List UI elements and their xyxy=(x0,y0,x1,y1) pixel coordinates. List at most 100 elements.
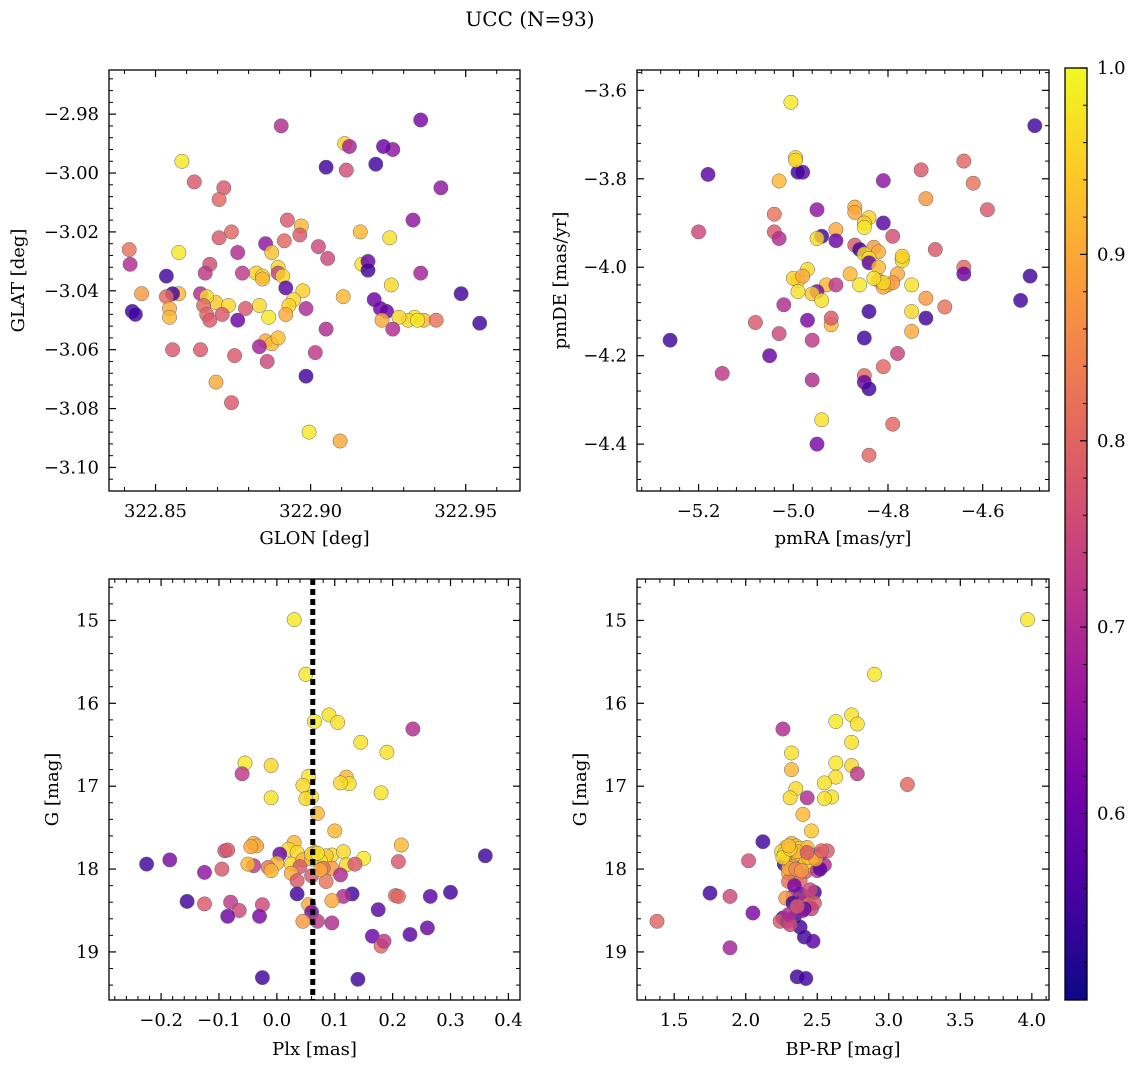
data-point xyxy=(781,838,797,854)
data-point xyxy=(1020,612,1035,628)
x-axis-label: BP-RP [mag] xyxy=(785,1039,900,1060)
axes-frame xyxy=(108,69,521,492)
data-point xyxy=(1022,268,1038,284)
y-tick-label: 18 xyxy=(604,859,627,880)
data-point xyxy=(301,424,317,440)
points-layer xyxy=(662,94,1043,463)
axes-frame xyxy=(108,578,521,1001)
y-tick-label: −3.06 xyxy=(44,340,99,361)
data-point xyxy=(927,242,943,257)
ticks-layer: 1.5 2.0 2.5 3.0 3.5 4.0 15 16 17 18 19 xyxy=(604,579,1049,1031)
data-point xyxy=(422,888,438,904)
y-tick-label: 19 xyxy=(604,942,627,963)
x-tick-label: 322.85 xyxy=(124,501,187,522)
data-point xyxy=(405,721,421,737)
x-tick-label: −0.1 xyxy=(197,1010,241,1031)
data-point xyxy=(842,266,858,282)
data-point xyxy=(327,823,343,839)
data-point xyxy=(776,297,792,313)
axes-frame xyxy=(636,578,1050,1001)
data-point xyxy=(352,224,368,240)
data-point xyxy=(251,339,267,355)
data-point xyxy=(330,714,346,730)
data-point xyxy=(211,192,227,207)
data-point xyxy=(847,204,863,220)
y-tick-label: −3.08 xyxy=(44,399,99,420)
data-point xyxy=(374,312,390,328)
x-tick-label: −4.6 xyxy=(961,501,1005,522)
data-point xyxy=(263,790,279,806)
data-point xyxy=(264,245,280,260)
data-point xyxy=(722,888,738,904)
data-point xyxy=(162,852,178,868)
data-point xyxy=(913,162,929,178)
data-point xyxy=(904,277,920,293)
y-tick-label: 17 xyxy=(76,776,99,797)
data-point xyxy=(307,345,323,361)
data-point xyxy=(289,873,305,889)
y-tick-label: −3.6 xyxy=(583,80,627,101)
data-point xyxy=(433,180,449,196)
panel-plx-g: −0.2 −0.1 0.0 0.1 0.2 0.3 0.4 15 16 17 18 19 Plx [m… xyxy=(42,578,523,1060)
data-point xyxy=(214,861,230,877)
data-point xyxy=(347,856,363,872)
data-point xyxy=(373,785,389,801)
data-point xyxy=(370,902,386,918)
y-tick-label: 15 xyxy=(76,610,99,631)
data-point xyxy=(227,348,243,364)
colorbar-tick-label: 1.0 xyxy=(1097,58,1126,79)
data-point xyxy=(276,233,292,249)
data-point xyxy=(799,790,815,806)
data-point xyxy=(771,173,787,189)
data-point xyxy=(867,666,882,682)
data-point xyxy=(472,315,488,331)
data-point xyxy=(368,156,384,172)
x-axis-label: Plx [mas] xyxy=(272,1039,357,1060)
data-point xyxy=(814,412,830,428)
y-tick-label: 19 xyxy=(76,942,99,963)
data-point xyxy=(197,265,213,281)
data-point xyxy=(186,174,202,190)
data-point xyxy=(413,112,429,128)
x-tick-label: 322.95 xyxy=(434,501,497,522)
ticks-layer: 322.85 322.90 322.95 −3.10 −3.08 −3.06 −3.04 −3… xyxy=(44,70,520,522)
y-tick-label: 16 xyxy=(76,693,99,714)
data-point xyxy=(179,893,195,909)
data-point xyxy=(211,230,227,246)
x-axis-label: GLON [deg] xyxy=(259,528,369,549)
y-axis-label: G [mag] xyxy=(42,753,63,826)
data-point xyxy=(197,896,212,912)
y-tick-label: 16 xyxy=(604,693,627,714)
data-point xyxy=(956,153,972,169)
y-axis-label: GLAT [deg] xyxy=(8,229,29,333)
data-point xyxy=(202,312,218,328)
x-tick-label: −5.0 xyxy=(771,501,815,522)
data-point xyxy=(775,721,791,737)
data-point xyxy=(802,882,818,898)
data-point xyxy=(766,206,782,222)
data-point xyxy=(324,893,340,909)
data-point xyxy=(875,359,891,375)
points-layer xyxy=(121,112,488,449)
data-point xyxy=(904,323,920,339)
data-point xyxy=(784,762,799,778)
colorbar-tick-label: 0.6 xyxy=(1097,804,1126,825)
y-tick-label: −3.10 xyxy=(44,457,99,478)
x-tick-label: 4.0 xyxy=(1018,1010,1047,1031)
y-axis-label: pmDE [mas/yr] xyxy=(550,212,571,350)
data-point xyxy=(794,863,809,879)
data-point xyxy=(353,734,369,750)
data-point xyxy=(965,175,981,191)
data-point xyxy=(335,844,351,860)
data-point xyxy=(700,166,716,182)
data-point xyxy=(413,265,429,281)
data-point xyxy=(289,886,305,902)
data-point xyxy=(234,265,250,281)
data-point xyxy=(443,884,458,900)
data-point xyxy=(298,368,314,384)
data-point xyxy=(885,416,901,432)
data-point xyxy=(385,321,401,337)
data-point xyxy=(800,312,815,328)
data-point xyxy=(453,286,469,302)
